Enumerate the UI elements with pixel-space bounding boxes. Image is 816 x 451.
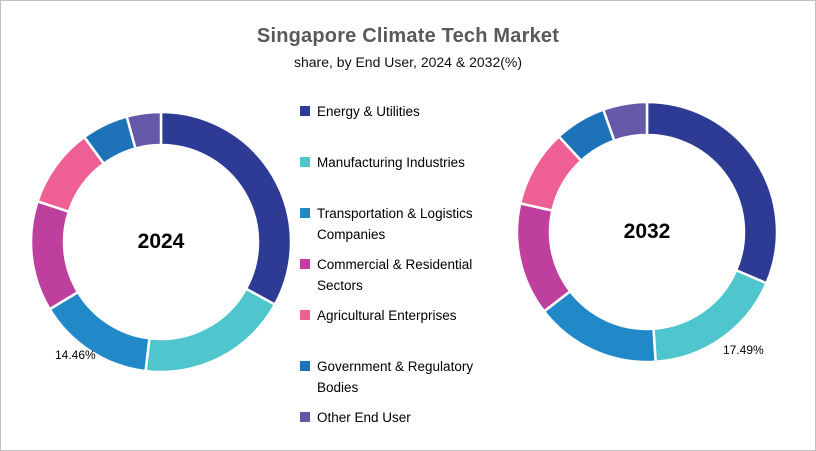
- legend-swatch-icon: [300, 106, 310, 116]
- legend-swatch-icon: [300, 361, 310, 371]
- chart-subtitle: share, by End User, 2024 & 2032(%): [293, 54, 523, 70]
- legend-label: Energy & Utilities: [317, 104, 420, 119]
- legend-swatch-icon: [300, 310, 310, 320]
- donut-slice-2032-3: [515, 202, 572, 313]
- donut-slice-2024-0: [159, 110, 293, 306]
- donut-slice-2032-2: [542, 290, 657, 364]
- legend-label: Agricultural Enterprises: [317, 308, 457, 323]
- donut-chart-2032: 2032: [511, 96, 783, 368]
- chart-title: Singapore Climate Tech Market: [256, 25, 560, 47]
- data-label-2024-transportation: 14.46%: [55, 348, 96, 362]
- legend-item: Energy & Utilities: [300, 101, 476, 152]
- legend-item: Commercial & Residential Sectors: [300, 254, 476, 305]
- donut-2032-svg: [515, 100, 779, 364]
- donut-slice-2024-6: [125, 110, 163, 150]
- data-label-2032-manufacturing: 17.49%: [723, 343, 764, 357]
- legend-item: Manufacturing Industries: [300, 152, 476, 203]
- donut-slice-2032-0: [645, 100, 779, 285]
- legend: Energy & Utilities Manufacturing Industri…: [300, 101, 476, 450]
- legend-swatch-icon: [300, 157, 310, 167]
- legend-label: Manufacturing Industries: [317, 155, 465, 170]
- donut-slice-2024-3: [29, 200, 80, 311]
- legend-item: Transportation & Logistics Companies: [300, 203, 476, 254]
- donut-slice-2032-6: [602, 100, 649, 142]
- legend-label: Transportation & Logistics Companies: [317, 206, 473, 242]
- legend-swatch-icon: [300, 412, 310, 422]
- legend-swatch-icon: [300, 259, 310, 269]
- legend-label: Government & Regulatory Bodies: [317, 359, 474, 395]
- donut-chart-2024: 2024: [25, 106, 297, 378]
- legend-item: Other End User: [300, 407, 476, 450]
- legend-swatch-icon: [300, 208, 310, 218]
- donut-slice-2024-1: [144, 287, 277, 374]
- legend-label: Other End User: [317, 410, 411, 425]
- legend-item: Government & Regulatory Bodies: [300, 356, 476, 407]
- legend-item: Agricultural Enterprises: [300, 305, 476, 356]
- legend-label: Commercial & Residential Sectors: [317, 257, 473, 293]
- donut-2024-svg: [29, 110, 293, 374]
